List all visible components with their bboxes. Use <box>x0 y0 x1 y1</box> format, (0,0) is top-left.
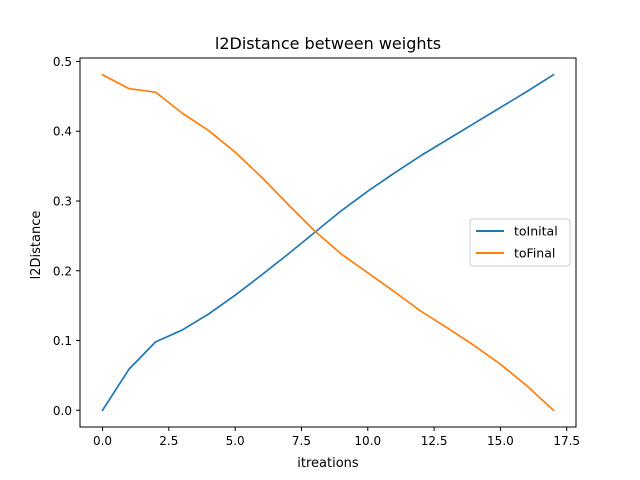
y-axis-label: l2Distance <box>29 211 44 280</box>
x-axis-label: itreations <box>297 456 359 471</box>
y-tick-label: 0.3 <box>53 194 72 208</box>
series-layer <box>101 73 555 412</box>
x-tick-label: 12.5 <box>421 434 448 448</box>
x-tick-label: 7.5 <box>292 434 311 448</box>
legend-label-toFinal: toFinal <box>514 246 555 261</box>
x-tick-label: 2.5 <box>159 434 178 448</box>
x-tick-label: 0.0 <box>93 434 112 448</box>
series-line-toFinal <box>101 73 555 412</box>
y-tick-label: 0.4 <box>53 125 72 139</box>
x-tick-label: 5.0 <box>226 434 245 448</box>
x-tick-label: 10.0 <box>354 434 381 448</box>
x-tick-label: 17.5 <box>553 434 580 448</box>
legend: toInital toFinal <box>469 218 571 267</box>
y-tick-label: 0.5 <box>53 55 72 69</box>
x-tick-label: 15.0 <box>487 434 514 448</box>
y-tick-label: 0.2 <box>53 264 72 278</box>
plot-area-frame <box>79 57 577 428</box>
chart-title: l2Distance between weights <box>215 34 441 53</box>
series-line-toInital <box>101 73 555 412</box>
legend-label-toInital: toInital <box>514 224 558 239</box>
y-tick-label: 0.0 <box>53 404 72 418</box>
axes-layer: 0.0 2.5 5.0 7.5 10.0 12.5 15.0 17.5 0.0 0.1 0.2 0.3… <box>53 55 580 448</box>
y-tick-label: 0.1 <box>53 334 72 348</box>
